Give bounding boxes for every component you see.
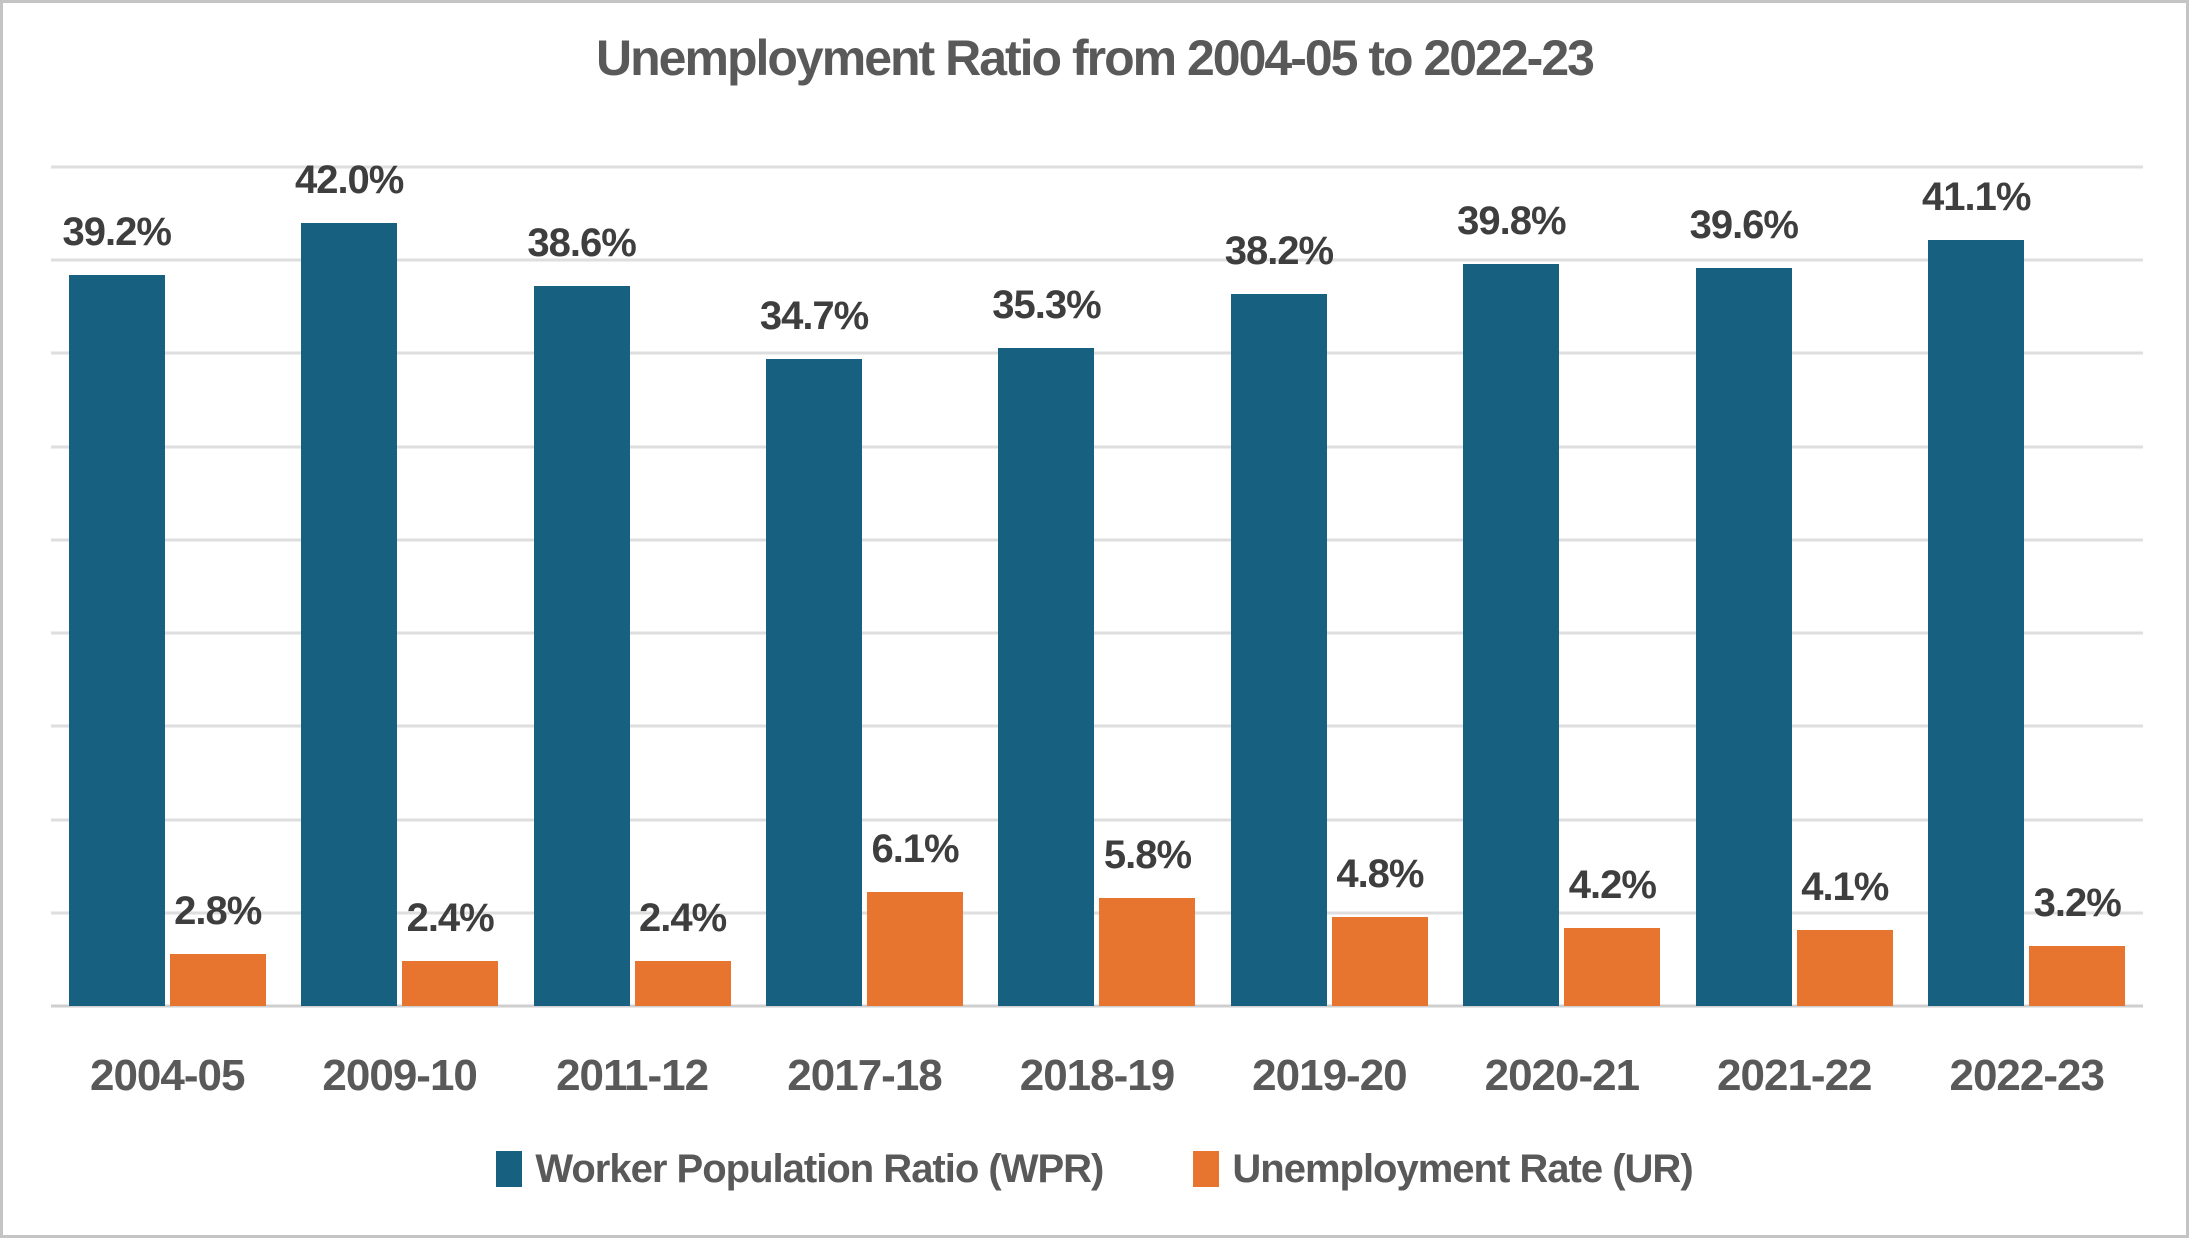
data-label-wpr: 42.0% [294, 157, 404, 202]
bar-group: 38.6% 2.4% [516, 167, 748, 1006]
bar-group: 39.8% 4.2% [1446, 167, 1678, 1006]
x-axis-label: 2004-05 [89, 1051, 245, 1100]
legend-swatch-icon [496, 1151, 523, 1187]
data-label-ur: 6.1% [871, 827, 959, 872]
bar-wpr: 39.2% [63, 210, 172, 1006]
gridline [51, 445, 2143, 449]
data-label-wpr: 35.3% [992, 282, 1101, 327]
bar-group: 39.6% 4.1% [1678, 167, 1910, 1006]
x-axis-label: 2018-19 [1019, 1051, 1175, 1100]
data-label-ur: 4.2% [1568, 862, 1657, 907]
data-label-wpr: 38.2% [1224, 228, 1334, 273]
data-label-wpr: 34.7% [759, 294, 869, 339]
x-axis-label: 2021-22 [1717, 1051, 1872, 1100]
bar-group: 39.2% 2.8% [51, 167, 283, 1006]
bar-group: 42.0% 2.4% [283, 158, 515, 1006]
data-label-ur: 4.1% [1801, 864, 1889, 909]
bar-wpr: 39.8% [1457, 199, 1567, 1006]
data-label-wpr: 39.6% [1689, 202, 1799, 247]
bar-wpr: 39.6% [1690, 203, 1799, 1006]
bar-group: 34.7% 6.1% [748, 167, 980, 1006]
data-label-wpr: 39.8% [1457, 198, 1566, 243]
bar-ur: 2.8% [169, 889, 266, 1006]
chart-title: Unemployment Ratio from 2004-05 to 2022-… [596, 30, 1595, 86]
plot-area: 39.2% 2.8% 42.0% 2.4% 38.6% 2.4% 34.7% 6.1% 35.3… [51, 158, 2143, 1008]
gridline [51, 258, 2143, 262]
data-label-wpr: 41.1% [1922, 174, 2031, 219]
legend-swatch-icon [1193, 1151, 1220, 1187]
data-label-ur: 2.4% [406, 896, 495, 941]
x-axis-labels: 2004-05 2009-10 2011-12 2017-18 2018-19 2019-… [51, 1051, 2143, 1101]
gridline [51, 351, 2143, 355]
bar-ur: 3.2% [2029, 881, 2126, 1006]
bar-ur: 6.1% [867, 827, 964, 1006]
gridline [51, 724, 2143, 728]
x-axis-label: 2020-21 [1484, 1051, 1640, 1100]
data-label-ur: 2.4% [639, 896, 727, 941]
data-label-ur: 2.8% [174, 888, 262, 933]
bar-wpr: 42.0% [295, 158, 404, 1006]
legend: Worker Population Ratio (WPR) Unemploymen… [3, 1143, 2186, 1195]
x-axis-line [51, 1004, 2143, 1008]
gridline [51, 538, 2143, 542]
bar-groups: 39.2% 2.8% 42.0% 2.4% 38.6% 2.4% 34.7% 6.1% 35.3… [51, 158, 2143, 1006]
legend-entry: Worker Population Ratio (WPR) [496, 1146, 1104, 1192]
data-label-ur: 4.8% [1336, 851, 1424, 896]
bar-ur: 5.8% [1099, 833, 1196, 1006]
bar-wpr: 34.7% [760, 294, 869, 1006]
bar-wpr: 38.6% [527, 221, 637, 1006]
bar-group: 38.2% 4.8% [1213, 167, 1445, 1006]
bar-ur: 4.8% [1331, 852, 1428, 1006]
gridlines [51, 165, 2143, 1008]
gridline [51, 631, 2143, 635]
bar-group: 35.3% 5.8% [981, 167, 1213, 1006]
x-axis-label: 2022-23 [1949, 1051, 2104, 1100]
bar-ur: 4.1% [1796, 865, 1893, 1006]
legend-entry: Unemployment Rate (UR) [1193, 1146, 1694, 1192]
gridline [51, 165, 2143, 169]
x-axis-label: 2019-20 [1252, 1051, 1407, 1100]
gridline [51, 911, 2143, 915]
bar-group: 41.1% 3.2% [1911, 167, 2143, 1006]
data-label-wpr: 39.2% [62, 210, 172, 255]
bar-wpr: 38.2% [1225, 229, 1334, 1006]
bar-ur: 2.4% [402, 896, 499, 1006]
data-label-ur: 3.2% [2033, 881, 2122, 926]
bar-ur: 2.4% [634, 896, 731, 1006]
gridline [51, 818, 2143, 822]
data-label-wpr: 38.6% [527, 221, 636, 266]
x-axis-label: 2017-18 [787, 1051, 942, 1100]
x-axis-label: 2009-10 [322, 1051, 477, 1100]
bar-wpr: 35.3% [992, 283, 1102, 1006]
data-label-ur: 5.8% [1103, 832, 1192, 877]
x-axis-label: 2011-12 [556, 1051, 709, 1100]
bar-wpr: 41.1% [1922, 175, 2031, 1006]
bar-ur: 4.2% [1564, 863, 1661, 1006]
legend-label: Worker Population Ratio (WPR) [535, 1146, 1104, 1191]
legend-label: Unemployment Rate (UR) [1232, 1146, 1693, 1191]
